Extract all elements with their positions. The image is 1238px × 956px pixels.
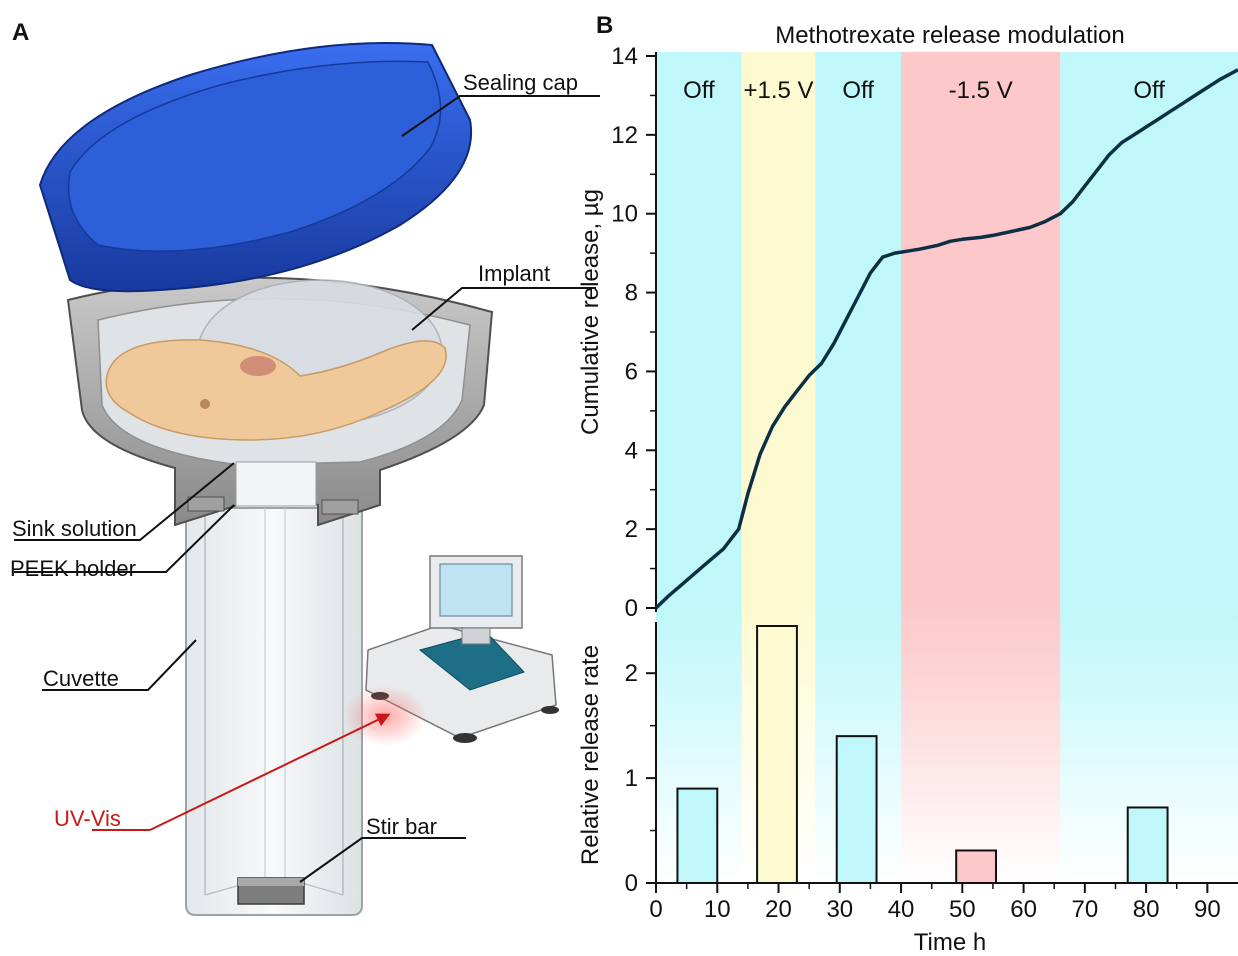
y-tick-label-top: 12: [611, 122, 638, 149]
spectrophotometer: [365, 555, 559, 743]
label-sink-solution: Sink solution: [12, 516, 137, 541]
y-tick-label-top: 0: [625, 595, 638, 622]
y-tick-label-top: 14: [611, 43, 638, 70]
cuvette: [185, 507, 363, 916]
panel-b-letter: B: [596, 12, 613, 39]
rate-bar-4: [1126, 806, 1169, 884]
x-tick-label: 10: [704, 896, 731, 923]
implant: [105, 279, 447, 441]
rate-bar-0: [676, 787, 719, 885]
x-tick-label: 70: [1071, 896, 1098, 923]
label-implant: Implant: [478, 261, 550, 286]
cumulative-release-line: [654, 68, 1238, 610]
label-cuvette: Cuvette: [43, 666, 119, 691]
y-axis-label-top: Cumulative release, µg: [577, 189, 604, 435]
y-tick-label-bottom: 2: [625, 660, 638, 687]
label-uv-vis: UV-Vis: [54, 806, 121, 831]
sealing-cap: [38, 42, 473, 293]
phase-band-0: [656, 52, 742, 883]
y-tick-label-top: 8: [625, 280, 638, 307]
x-tick-label: 90: [1194, 896, 1221, 923]
phase-band-4: [1060, 52, 1238, 883]
x-tick-label: 20: [765, 896, 792, 923]
y-axis-label-bottom: Relative release rate: [577, 645, 604, 865]
y-tick-label-top: 4: [625, 437, 638, 464]
x-tick-label: 60: [1010, 896, 1037, 923]
label-stir-bar: Stir bar: [366, 814, 437, 839]
x-axis-label: Time h: [914, 929, 986, 956]
panel-a-letter: A: [12, 19, 29, 46]
rate-bar-3: [955, 849, 998, 884]
chart-title: Methotrexate release modulation: [775, 22, 1125, 49]
y-tick-label-bottom: 1: [625, 765, 638, 792]
panel-b: B Methotrexate release modulation Off +1.…: [577, 12, 1238, 956]
label-peek-holder: PEEK holder: [10, 556, 136, 581]
y-tick-label-top: 6: [625, 358, 638, 385]
phase-label-1: +1.5 V: [743, 77, 813, 104]
rate-bar-1: [756, 625, 798, 884]
x-tick-label: 30: [826, 896, 853, 923]
y-tick-label-bottom: 0: [625, 870, 638, 897]
phase-label-4: Off: [1133, 77, 1165, 104]
y-tick-label-top: 10: [611, 201, 638, 228]
x-tick-label: 40: [888, 896, 915, 923]
phase-label-3: -1.5 V: [949, 77, 1013, 104]
phase-label-2: Off: [842, 77, 874, 104]
x-tick-label: 50: [949, 896, 976, 923]
rate-bar-2: [835, 735, 878, 885]
x-tick-label: 80: [1133, 896, 1160, 923]
label-sealing-cap: Sealing cap: [463, 70, 578, 95]
x-tick-label: 0: [649, 896, 662, 923]
leader-lines: [14, 95, 600, 883]
panel-a: A: [10, 19, 600, 916]
y-tick-label-top: 2: [625, 516, 638, 543]
phase-band-3: [901, 52, 1061, 883]
phase-label-0: Off: [683, 77, 715, 104]
